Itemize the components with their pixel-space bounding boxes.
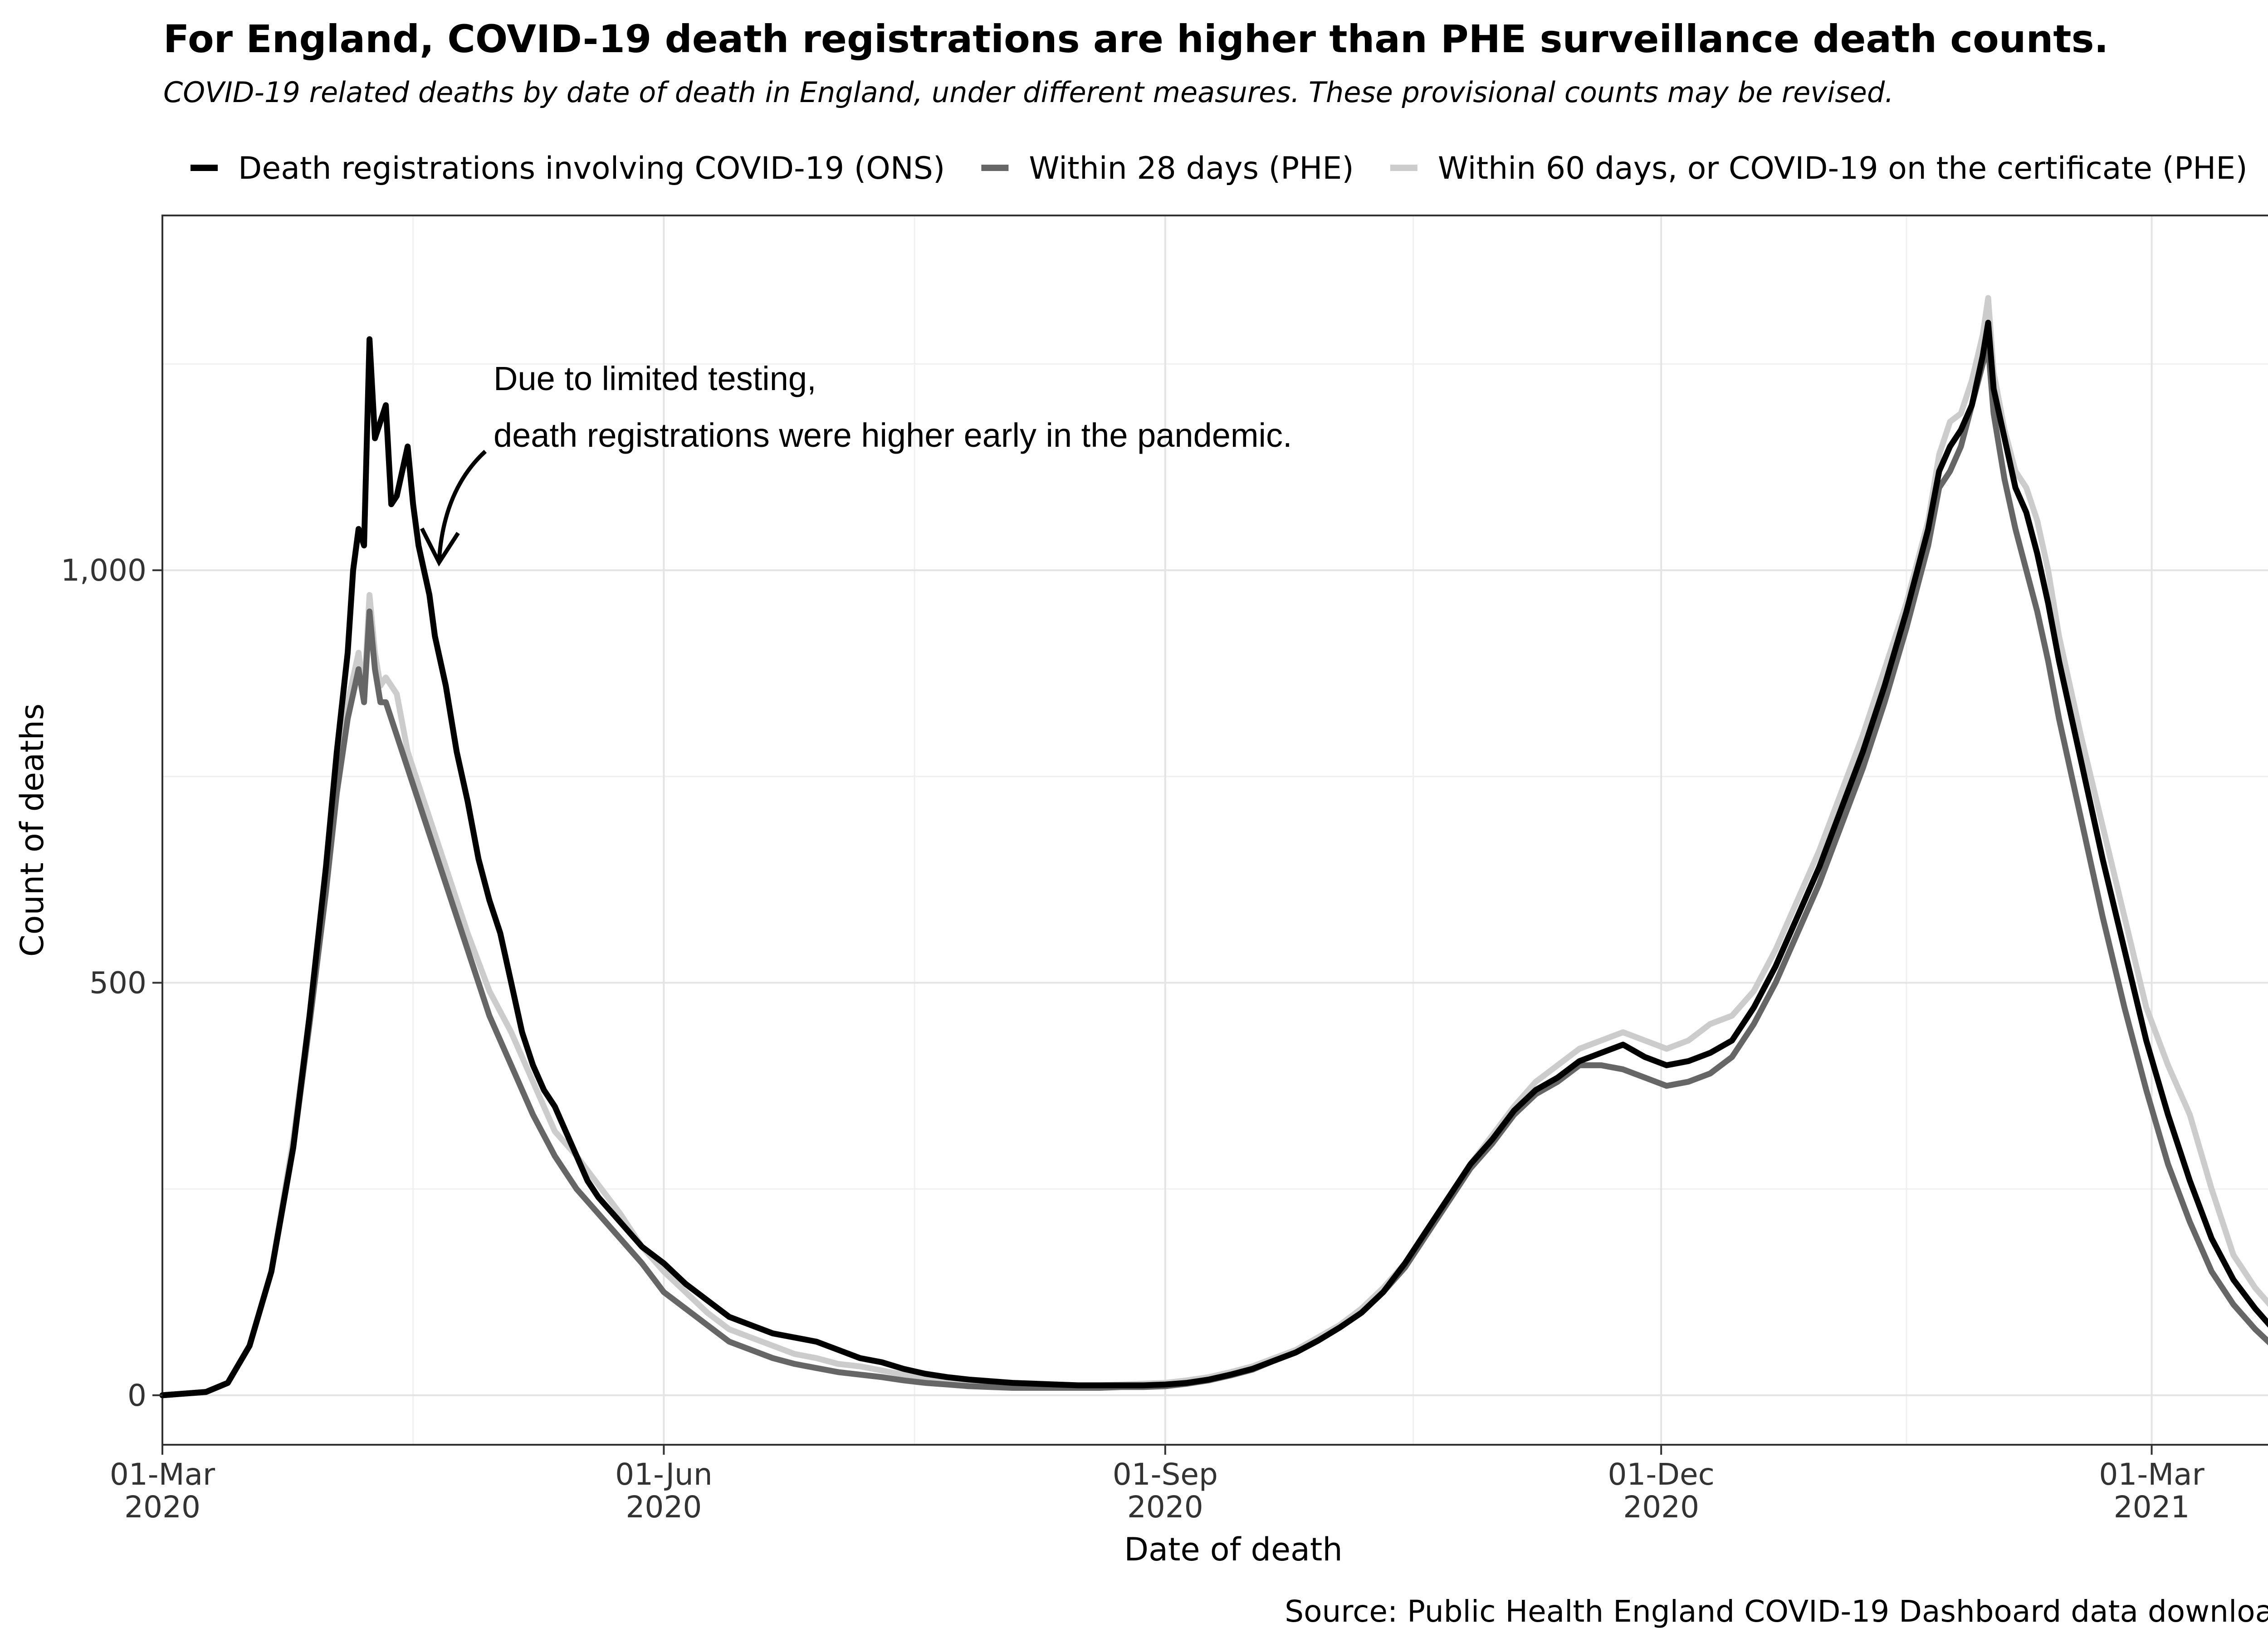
grid — [161, 215, 2268, 1445]
x-axis-title: Date of death — [1124, 1531, 1343, 1568]
annotation-arrow — [437, 450, 487, 561]
y-tick-label-3: 1,000 — [61, 553, 147, 588]
axis-ticks: 01-Mar202001-Jun202001-Sep202001-Dec2020… — [61, 553, 2205, 1525]
x-tick-label-5-line-2: 2021 — [2114, 1490, 2190, 1525]
x-tick-label-4-line-2: 2020 — [1623, 1490, 1699, 1525]
y-tick-label-1: 0 — [127, 1378, 147, 1413]
y-axis-title: Count of deaths — [14, 704, 51, 957]
x-tick-label-3-line-1: 01-Sep — [1113, 1457, 1218, 1492]
series-line-2 — [159, 344, 2268, 1398]
legend-label-3: Within 60 days, or COVID-19 on the certi… — [1438, 151, 2248, 186]
annotation-line-2: death registrations were higher early in… — [494, 416, 1292, 454]
x-tick-label-1-line-2: 2020 — [124, 1490, 200, 1525]
plot-panel — [161, 215, 2268, 1446]
legend-label-2: Within 28 days (PHE) — [1029, 151, 1354, 186]
caption: Source: Public Health England COVID-19 D… — [1285, 1594, 2268, 1629]
legend: Death registrations involving COVID-19 (… — [191, 151, 2248, 186]
annotation-line-1: Due to limited testing, — [494, 360, 816, 397]
chart-title: For England, COVID-19 death registration… — [163, 17, 2108, 61]
x-tick-label-3-line-2: 2020 — [1127, 1490, 1203, 1525]
annotation-arrowhead — [420, 527, 460, 567]
series-layer — [159, 295, 2268, 1398]
x-tick-label-2-line-1: 01-Jun — [615, 1457, 713, 1492]
y-tick-label-2: 500 — [89, 965, 147, 1000]
chart-subtitle: COVID-19 related deaths by date of death… — [163, 76, 1894, 109]
x-tick-label-1-line-1: 01-Mar — [110, 1457, 215, 1492]
x-tick-label-5-line-1: 01-Mar — [2099, 1457, 2204, 1492]
series-line-3 — [159, 319, 2268, 1398]
x-tick-label-4-line-1: 01-Dec — [1608, 1457, 1715, 1492]
x-tick-label-2-line-2: 2020 — [626, 1490, 702, 1525]
legend-label-1: Death registrations involving COVID-19 (… — [238, 151, 945, 186]
